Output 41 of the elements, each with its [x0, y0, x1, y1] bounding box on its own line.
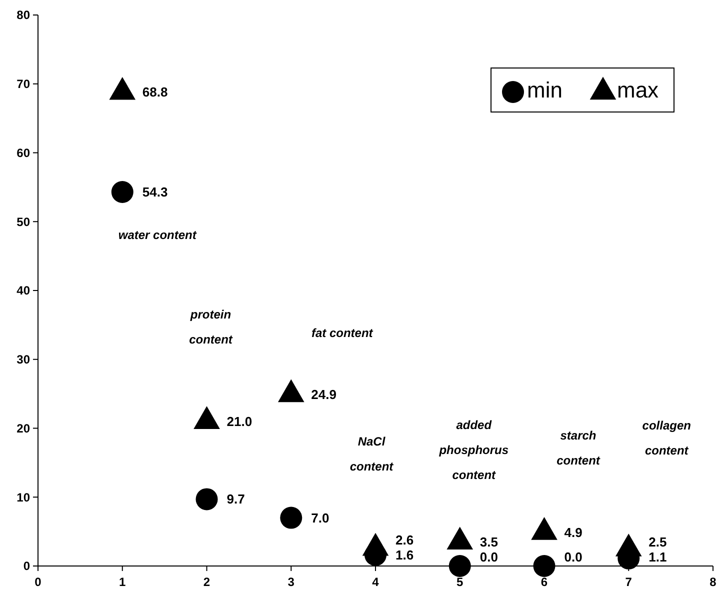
- data-label: 3.5: [480, 534, 498, 550]
- data-label: 54.3: [142, 184, 168, 200]
- y-tick-label: 10: [16, 490, 30, 504]
- data-label: 9.7: [226, 492, 245, 507]
- y-tick-label: 80: [16, 8, 30, 22]
- data-label: 2.6: [396, 532, 414, 548]
- y-tick-label: 20: [16, 421, 30, 436]
- data-label: 1.1: [648, 550, 667, 565]
- annotation: fat content: [311, 326, 374, 340]
- y-tick-label: 40: [16, 284, 30, 298]
- legend-label: min: [527, 78, 562, 103]
- annotation: starch content: [556, 428, 601, 468]
- data-label: 1.6: [396, 548, 414, 563]
- x-tick-label: 5: [456, 575, 464, 589]
- x-tick-label: 4: [372, 575, 380, 589]
- y-tick-label: 30: [16, 352, 30, 367]
- y-tick-label: 50: [16, 214, 30, 229]
- data-label: 4.9: [564, 524, 582, 540]
- annotation: added phosphorus content: [438, 418, 509, 482]
- data-label: 0.0: [564, 550, 582, 565]
- y-tick-label: 70: [16, 77, 30, 92]
- x-tick-label: 6: [540, 575, 548, 589]
- data-label: 68.8: [142, 84, 168, 100]
- data-label: 21.0: [226, 414, 252, 429]
- x-tick-label: 8: [710, 575, 717, 589]
- x-tick-label: 1: [119, 575, 126, 589]
- annotation: water content: [118, 228, 198, 242]
- data-label: 24.9: [311, 387, 336, 402]
- annotation: protein content: [189, 308, 234, 347]
- x-tick-label: 0: [34, 575, 42, 589]
- annotation: NaCl content: [350, 434, 394, 474]
- y-tick-label: 60: [16, 146, 30, 160]
- data-label: 0.0: [480, 550, 498, 565]
- x-tick-label: 3: [288, 575, 295, 589]
- data-label: 2.5: [648, 534, 667, 550]
- annotation: collagen content: [642, 418, 691, 458]
- x-tick-label: 2: [203, 575, 210, 589]
- data-label: 7.0: [311, 510, 330, 526]
- legend-label: max: [617, 78, 659, 103]
- y-tick-label: 0: [23, 559, 30, 574]
- x-tick-label: 7: [625, 575, 632, 589]
